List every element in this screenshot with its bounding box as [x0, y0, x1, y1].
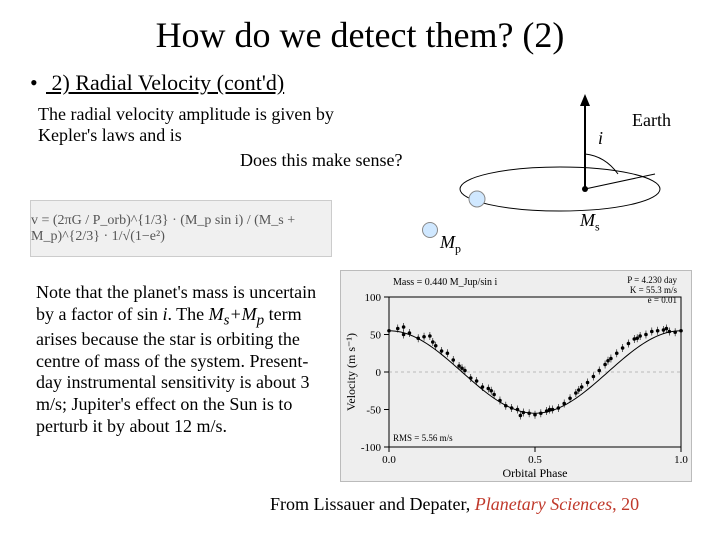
citation-trail: , 20 [612, 494, 639, 514]
svg-text:-100: -100 [361, 442, 382, 454]
velocity-formula: v = (2πG / P_orb)^{1/3} · (M_p sin i) / … [30, 200, 332, 257]
svg-text:0.5: 0.5 [528, 454, 542, 466]
svg-text:RMS = 5.56 m/s: RMS = 5.56 m/s [393, 433, 453, 443]
mp-sub: p [455, 242, 461, 256]
ms-label: Ms [580, 210, 600, 235]
svg-text:0.0: 0.0 [382, 454, 396, 466]
svg-text:100: 100 [365, 292, 382, 304]
svg-text:K = 55.3 m/s: K = 55.3 m/s [630, 285, 678, 295]
svg-text:-50: -50 [366, 405, 381, 417]
i-label: i [598, 128, 603, 149]
svg-text:0: 0 [376, 367, 382, 379]
earth-label: Earth [632, 110, 671, 131]
svg-text:Velocity (m s⁻¹): Velocity (m s⁻¹) [344, 333, 358, 411]
svg-text:Orbital Phase: Orbital Phase [503, 466, 568, 480]
ms-sub: s [595, 220, 600, 234]
orbit-diagram: i Earth [440, 94, 680, 214]
mp-m: M [440, 232, 455, 252]
svg-text:P = 4.230 day: P = 4.230 day [627, 275, 677, 285]
rv-chart-svg: -100 -50 0 50 100 0.0 0.5 1.0 Mass = 0.440 M_Jup… [341, 271, 691, 481]
citation: From Lissauer and Depater, Planetary Sci… [270, 494, 639, 515]
svg-text:50: 50 [370, 330, 382, 342]
sense-question: Does this make sense? [240, 150, 402, 171]
bullet-text: 2) Radial Velocity (cont'd) [52, 70, 285, 95]
intro-area: The radial velocity amplitude is given b… [30, 104, 690, 194]
note-paragraph: Note that the planet's mass is uncertain… [36, 282, 326, 437]
citation-book: Planetary Sciences [475, 494, 612, 514]
rv-chart: -100 -50 0 50 100 0.0 0.5 1.0 Mass = 0.440 M_Jup… [340, 270, 692, 482]
bullet-dot: • [30, 70, 46, 96]
svg-text:e = 0.01: e = 0.01 [648, 295, 677, 305]
svg-text:Mass = 0.440 M_Jup/sin i: Mass = 0.440 M_Jup/sin i [393, 277, 497, 288]
citation-lead: From Lissauer and Depater, [270, 494, 475, 514]
bullet-heading: • 2) Radial Velocity (cont'd) [30, 70, 690, 96]
page-title: How do we detect them? (2) [30, 14, 690, 56]
svg-text:1.0: 1.0 [674, 454, 688, 466]
ms-m: M [580, 210, 595, 230]
note-b: . The [167, 304, 208, 324]
intro-text: The radial velocity amplitude is given b… [38, 104, 368, 146]
slide: How do we detect them? (2) • 2) Radial V… [0, 0, 720, 540]
note-msmp: Ms+Mp [209, 304, 264, 324]
mp-label: Mp [440, 232, 461, 257]
planet-dot [422, 222, 438, 238]
